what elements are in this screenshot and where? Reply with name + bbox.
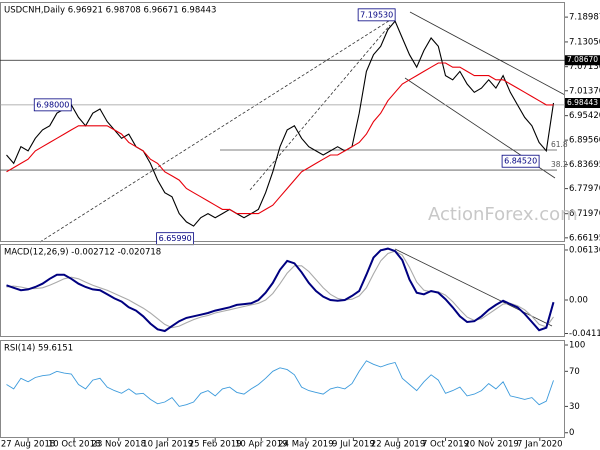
x-tick-label: 24 May 2019 (278, 440, 333, 450)
level-tag-label: 7.08670 (567, 55, 598, 64)
series-line (6, 62, 554, 215)
fib-label: 61.8 (551, 140, 568, 149)
trend-line (249, 24, 391, 191)
y-tick-label: 0.061363 (569, 245, 600, 255)
x-tick-label: 7 Jan 2020 (517, 440, 563, 450)
trend-lines (39, 11, 566, 327)
last-price-label: 6.98443 (567, 98, 598, 107)
y-tick-label: 6.71970 (569, 209, 600, 219)
fib-label: 38.2 (551, 160, 568, 169)
y-tick-label: 30 (569, 402, 580, 412)
x-tick-label: 10 Apr 2019 (235, 440, 288, 450)
y-tick-label: 7.07130 (569, 62, 600, 72)
x-tick-label: 22 Aug 2019 (371, 440, 425, 450)
level-tag (565, 55, 600, 66)
series-line (6, 20, 555, 227)
x-tick-label: 27 Aug 2018 (1, 440, 55, 450)
panel-title: MACD(12,26,9) -0.002712 -0.020718 (4, 248, 161, 258)
annotation-box (357, 8, 396, 22)
y-tick-label: 6.66195 (569, 233, 600, 243)
annotation-label: 7.19530 (360, 10, 393, 19)
trend-line (39, 16, 396, 243)
series-line (6, 247, 555, 333)
y-tick-label: 100 (569, 341, 585, 351)
panel-title: RSI(14) 59.6151 (4, 344, 73, 354)
macd-trend-line (394, 248, 553, 327)
last-price-tag (565, 98, 600, 109)
annotation-label: 6.98000 (36, 100, 69, 109)
x-tick-label: 23 Nov 2018 (92, 440, 146, 450)
y-tick-label: 6.89560 (569, 136, 600, 146)
x-tick-label: 10 Oct 2018 (48, 440, 101, 450)
y-tick-label: 0 (569, 428, 574, 438)
panel-frame (0, 2, 565, 242)
y-tick-label: 6.95420 (569, 111, 600, 121)
panel-title: USDCNH,Daily 6.96921 6.98708 6.96671 6.9… (4, 6, 216, 16)
y-tick-label: 7.13050 (569, 37, 600, 47)
x-tick-label: 10 Jan 2019 (142, 440, 193, 450)
annotation-label: 6.65990 (159, 234, 192, 243)
panel-frame (0, 244, 565, 337)
watermark: ActionForex.com (428, 204, 578, 225)
y-tick-label: 6.83695 (569, 160, 600, 170)
x-tick-label: 25 Feb 2019 (189, 440, 242, 450)
series-line (6, 250, 554, 329)
y-tick-label: 6.77970 (569, 184, 600, 194)
x-tick-label: 20 Nov 2019 (464, 440, 518, 450)
series-line (6, 360, 554, 407)
annotation-box (33, 98, 72, 112)
annotation-label: 6.84520 (504, 157, 537, 166)
x-tick-label: 7 Oct 2019 (422, 440, 469, 450)
y-tick-label: 70 (569, 367, 580, 377)
y-tick-label: 0.00 (569, 295, 588, 305)
annotation-box (501, 154, 540, 168)
y-tick-label: 7.01370 (569, 86, 600, 96)
panel-frame (0, 340, 565, 438)
x-tick-label: 9 Jul 2019 (332, 440, 375, 450)
channel-line (409, 11, 566, 96)
y-tick-label: -0.041124 (569, 329, 600, 339)
